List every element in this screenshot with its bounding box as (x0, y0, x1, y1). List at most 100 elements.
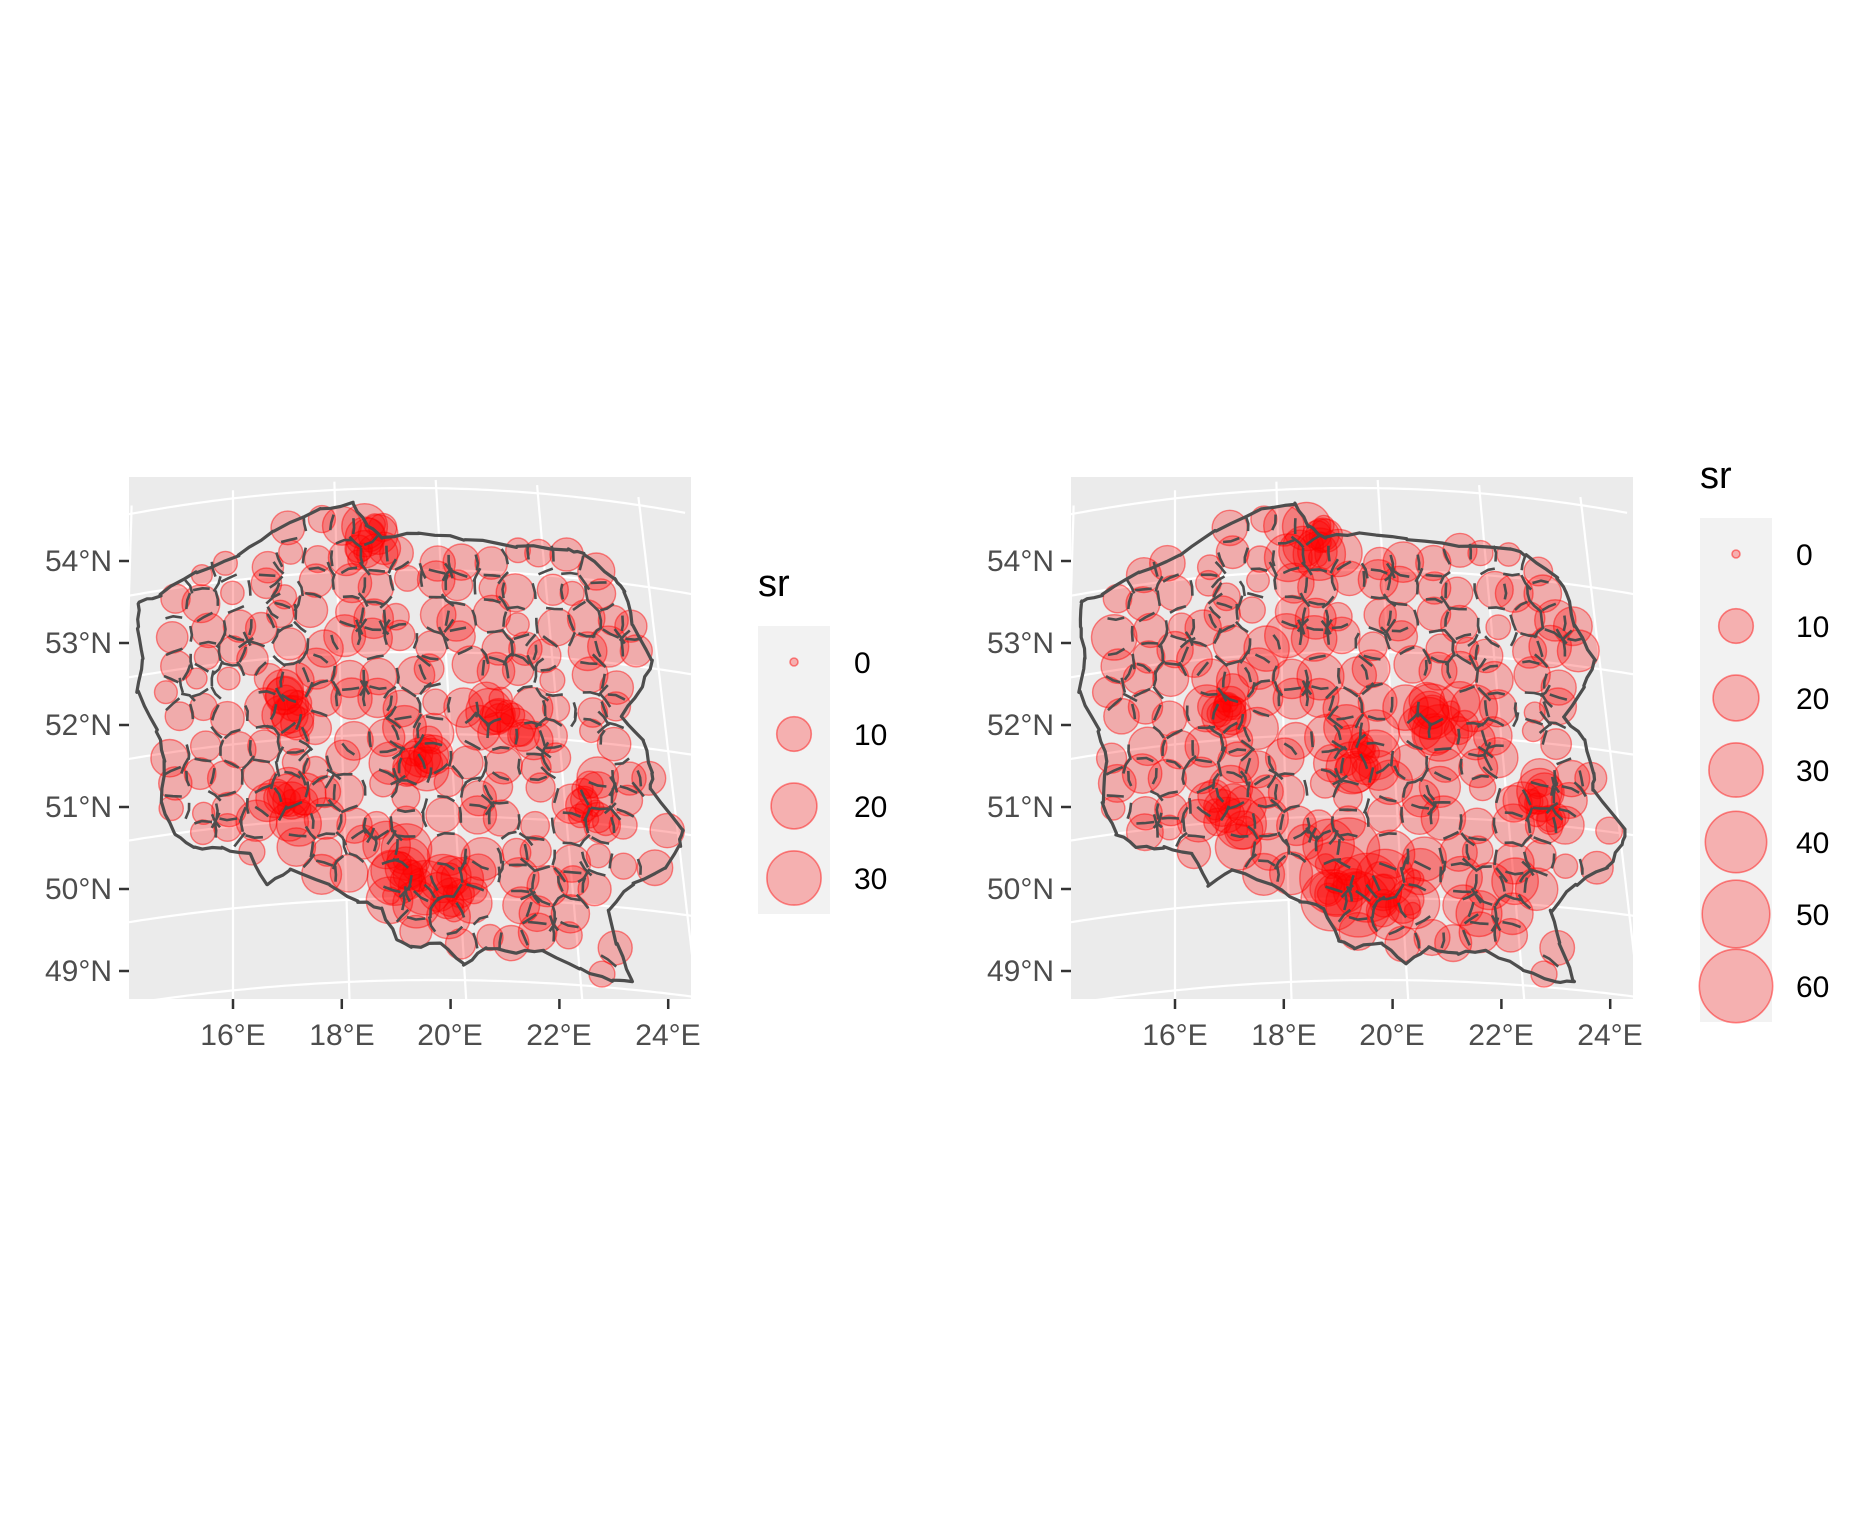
county-border (1154, 575, 1164, 592)
county-border (437, 794, 456, 803)
county-border (636, 858, 642, 875)
county-border (529, 775, 548, 782)
county-border (1493, 849, 1498, 866)
y-axis-labels: 54°N 53°N 52°N 51°N 50°N 49°N (987, 545, 1054, 988)
county-border (1520, 574, 1533, 591)
county-border (1166, 728, 1183, 740)
county-border (582, 691, 601, 697)
county-border (545, 692, 563, 697)
county-border (436, 831, 455, 837)
county-border (180, 692, 196, 702)
county-circle (1382, 684, 1430, 731)
county-border (361, 577, 367, 594)
county-border (194, 662, 210, 673)
county-borders (135, 500, 685, 984)
county-border (1449, 606, 1467, 611)
county-border (596, 722, 610, 734)
county-border (1159, 645, 1164, 661)
county-border (1494, 893, 1508, 907)
county-border (1211, 703, 1220, 720)
county-border (578, 833, 591, 847)
county-border (1258, 859, 1276, 867)
county-circle (359, 657, 398, 696)
county-border (1151, 768, 1158, 785)
county-border (359, 607, 365, 624)
county-border (1444, 611, 1450, 627)
county-border (330, 665, 337, 682)
county-border (1328, 695, 1335, 712)
county-border (606, 721, 625, 730)
county-border (1334, 858, 1351, 869)
county-border (613, 628, 626, 645)
county-border (591, 653, 607, 669)
county-border (309, 841, 315, 858)
county-border (184, 579, 194, 594)
county-circle (1235, 706, 1280, 751)
x-axis-labels: 16°E 18°E 20°E 22°E 24°E (200, 1019, 700, 1052)
county-border (1408, 883, 1427, 892)
county-border (582, 807, 592, 822)
legend-keys (1698, 549, 1774, 1024)
county-border (362, 817, 367, 834)
county-border (1523, 877, 1529, 893)
y-tick-label: 50°N (987, 873, 1054, 906)
meridian-line (1478, 485, 1526, 999)
county-border (1336, 560, 1352, 571)
county-border (272, 654, 287, 668)
county-circle (153, 680, 178, 705)
county-border (1455, 653, 1472, 666)
county-border (269, 703, 278, 721)
county-border (1450, 862, 1470, 867)
county-border (196, 611, 214, 623)
county-border (395, 667, 400, 684)
county-border (1178, 661, 1188, 677)
meridian-line (1071, 505, 1075, 633)
county-circle (1399, 794, 1440, 835)
county-circle (1272, 677, 1315, 720)
county-circle (1425, 633, 1456, 664)
county-circle (488, 686, 514, 712)
county-border (1521, 789, 1532, 806)
county-border (269, 575, 284, 589)
county-border (311, 774, 329, 786)
county-border (1123, 664, 1134, 681)
county-border (497, 860, 505, 877)
county-border (535, 687, 550, 702)
legend-label: 0 (1796, 539, 1813, 572)
county-border (578, 555, 585, 571)
county-circle (1314, 528, 1363, 578)
county-border (1152, 561, 1159, 577)
county-border (248, 640, 266, 648)
county-border (449, 626, 467, 633)
county-border (444, 574, 449, 591)
county-circle (1322, 616, 1361, 655)
county-border (1315, 829, 1332, 841)
county-border (1179, 636, 1196, 649)
county-border (333, 865, 338, 882)
county-border (1365, 682, 1383, 689)
county-circle (1297, 566, 1339, 609)
county-border (350, 827, 367, 840)
county-border (1514, 600, 1528, 611)
county-border (1414, 567, 1424, 583)
legend-label: 20 (854, 791, 887, 824)
county-circle (1202, 788, 1242, 827)
county-border (1194, 758, 1213, 764)
county-border (491, 771, 510, 782)
county-border (1166, 759, 1182, 769)
county-border (328, 514, 335, 531)
legend-key-circle (1731, 549, 1741, 559)
county-border (561, 571, 578, 576)
y-tick-label: 49°N (987, 955, 1054, 988)
county-border (1339, 757, 1345, 774)
map-panel-right: 54°N 53°N 52°N 51°N 50°N 49°N 16°E 18°E … (987, 477, 1643, 1052)
county-border (452, 883, 463, 899)
county-border (1578, 858, 1584, 875)
county-border (457, 645, 473, 656)
county-border (1208, 605, 1222, 620)
county-border (1228, 748, 1247, 754)
county-border (1307, 827, 1318, 843)
county-border (1304, 669, 1309, 686)
county-border (362, 690, 366, 707)
county-border (526, 752, 544, 757)
